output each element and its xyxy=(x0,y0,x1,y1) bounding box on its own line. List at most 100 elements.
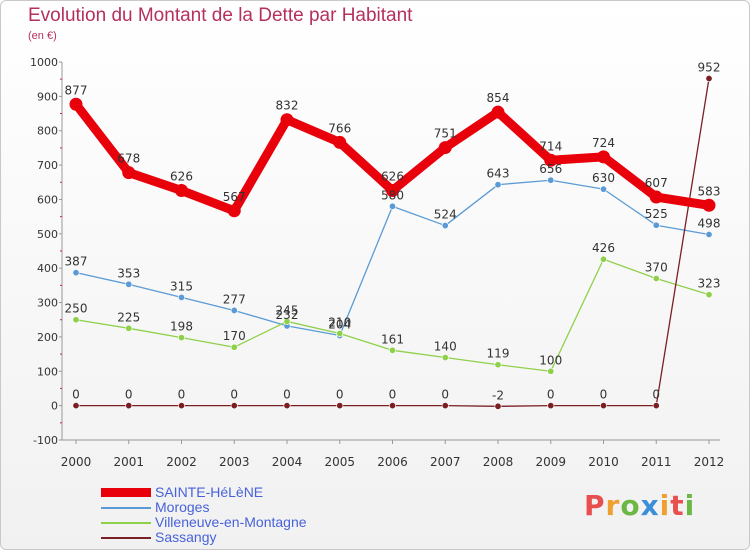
data-point-sassangy xyxy=(72,402,80,410)
data-label-villeneuve-en-montagne: 225 xyxy=(117,310,140,324)
data-point-villeneuve-en-montagne xyxy=(72,316,80,324)
data-label-sainte-h-l-ne: 567 xyxy=(223,190,246,204)
y-tick-label: 200 xyxy=(37,331,58,344)
data-label-moroges: 204 xyxy=(328,318,351,332)
data-point-moroges xyxy=(494,181,502,189)
data-point-sassangy xyxy=(336,402,344,410)
data-point-villeneuve-en-montagne xyxy=(125,324,133,332)
data-label-villeneuve-en-montagne: 210 xyxy=(328,315,351,329)
data-label-sainte-h-l-ne: 678 xyxy=(117,152,140,166)
logo-letter: P xyxy=(584,489,606,522)
chart-title: Evolution du Montant de la Dette par Hab… xyxy=(28,5,413,26)
data-point-sassangy xyxy=(441,402,449,410)
y-tick-label: 300 xyxy=(37,297,58,310)
legend-label: Moroges xyxy=(155,499,210,515)
data-label-moroges: 525 xyxy=(645,207,668,221)
data-label-sainte-h-l-ne: 607 xyxy=(645,176,668,190)
legend-label: SAINTE-HéLèNE xyxy=(155,484,264,500)
legend-swatch xyxy=(101,522,151,524)
y-tick-label: 700 xyxy=(37,159,58,172)
data-point-villeneuve-en-montagne xyxy=(547,367,555,375)
data-label-sassangy: 0 xyxy=(336,388,344,402)
data-point-villeneuve-en-montagne xyxy=(494,361,502,369)
y-tick-label: 500 xyxy=(37,228,58,241)
logo-letter: x xyxy=(640,489,660,522)
data-label-sassangy: 0 xyxy=(652,388,660,402)
x-tick-label: 2006 xyxy=(377,455,408,469)
data-label-sassangy: 0 xyxy=(389,388,397,402)
data-label-sainte-h-l-ne: 714 xyxy=(539,139,562,153)
x-tick-label: 2002 xyxy=(166,455,197,469)
data-label-moroges: 353 xyxy=(117,266,140,280)
x-tick-label: 2011 xyxy=(641,455,672,469)
data-label-sassangy: 0 xyxy=(441,388,449,402)
proxiti-logo: Proxiti xyxy=(584,489,695,522)
data-point-sainte-h-l-ne xyxy=(649,190,663,204)
data-label-villeneuve-en-montagne: 323 xyxy=(698,277,721,291)
data-point-villeneuve-en-montagne xyxy=(705,291,713,299)
logo-letter: i xyxy=(684,489,696,522)
data-label-sainte-h-l-ne: 854 xyxy=(487,91,510,105)
data-label-moroges: 643 xyxy=(487,167,510,181)
data-point-villeneuve-en-montagne xyxy=(388,346,396,354)
data-label-sassangy: -2 xyxy=(492,388,504,402)
data-label-villeneuve-en-montagne: 245 xyxy=(276,303,299,317)
series-line-villeneuve-en-montagne xyxy=(75,258,710,372)
x-tick-label: 2001 xyxy=(113,455,144,469)
data-point-sainte-h-l-ne xyxy=(333,135,347,149)
x-tick-label: 2004 xyxy=(272,455,303,469)
legend-label: Villeneuve-en-Montagne xyxy=(155,514,307,530)
y-tick-label: 800 xyxy=(37,125,58,138)
data-point-villeneuve-en-montagne xyxy=(336,329,344,337)
data-label-sassangy: 0 xyxy=(72,388,80,402)
data-label-moroges: 580 xyxy=(381,188,404,202)
data-label-sassangy: 0 xyxy=(600,388,608,402)
data-label-moroges: 277 xyxy=(223,292,246,306)
data-label-moroges: 498 xyxy=(698,217,721,231)
data-label-sassangy: 952 xyxy=(698,60,721,74)
x-tick-label: 2010 xyxy=(588,455,619,469)
data-point-moroges xyxy=(652,221,660,229)
x-tick-label: 2005 xyxy=(324,455,355,469)
data-label-villeneuve-en-montagne: 370 xyxy=(645,260,668,274)
x-tick-label: 2012 xyxy=(694,455,725,469)
logo-letter: r xyxy=(605,489,621,522)
y-tick-label: 0 xyxy=(51,400,58,413)
data-point-sainte-h-l-ne xyxy=(122,166,136,180)
data-label-moroges: 232 xyxy=(276,308,299,322)
data-label-villeneuve-en-montagne: 161 xyxy=(381,332,404,346)
data-point-villeneuve-en-montagne xyxy=(652,274,660,282)
data-label-moroges: 387 xyxy=(65,255,88,269)
data-point-sassangy xyxy=(494,402,502,410)
data-point-sassangy xyxy=(652,402,660,410)
data-label-villeneuve-en-montagne: 140 xyxy=(434,340,457,354)
data-point-sainte-h-l-ne xyxy=(597,150,610,164)
data-label-sainte-h-l-ne: 626 xyxy=(381,170,404,184)
chart-unit: (en €) xyxy=(28,30,57,42)
data-label-sassangy: 0 xyxy=(125,388,133,402)
data-point-sassangy xyxy=(547,402,555,410)
x-tick-label: 2000 xyxy=(61,455,92,469)
data-point-villeneuve-en-montagne xyxy=(599,255,607,263)
data-label-sainte-h-l-ne: 724 xyxy=(592,136,615,150)
data-point-sainte-h-l-ne xyxy=(69,97,83,111)
data-point-villeneuve-en-montagne xyxy=(441,354,449,362)
y-tick-label: -100 xyxy=(33,434,58,447)
data-point-sainte-h-l-ne xyxy=(702,198,716,212)
y-tick-label: 400 xyxy=(37,262,58,275)
data-point-sassangy xyxy=(178,402,186,410)
data-label-villeneuve-en-montagne: 170 xyxy=(223,329,246,343)
data-point-moroges xyxy=(72,269,80,277)
y-tick-label: 100 xyxy=(37,365,58,378)
data-label-sainte-h-l-ne: 877 xyxy=(65,83,88,97)
data-point-moroges xyxy=(125,280,133,288)
data-label-sainte-h-l-ne: 766 xyxy=(328,121,351,135)
data-label-sassangy: 0 xyxy=(230,388,238,402)
data-label-sassangy: 0 xyxy=(283,388,291,402)
data-point-sassangy xyxy=(125,402,133,410)
data-point-sainte-h-l-ne xyxy=(386,184,399,198)
y-tick-label: 900 xyxy=(37,90,58,103)
data-label-villeneuve-en-montagne: 426 xyxy=(592,241,615,255)
data-label-moroges: 524 xyxy=(434,208,457,222)
